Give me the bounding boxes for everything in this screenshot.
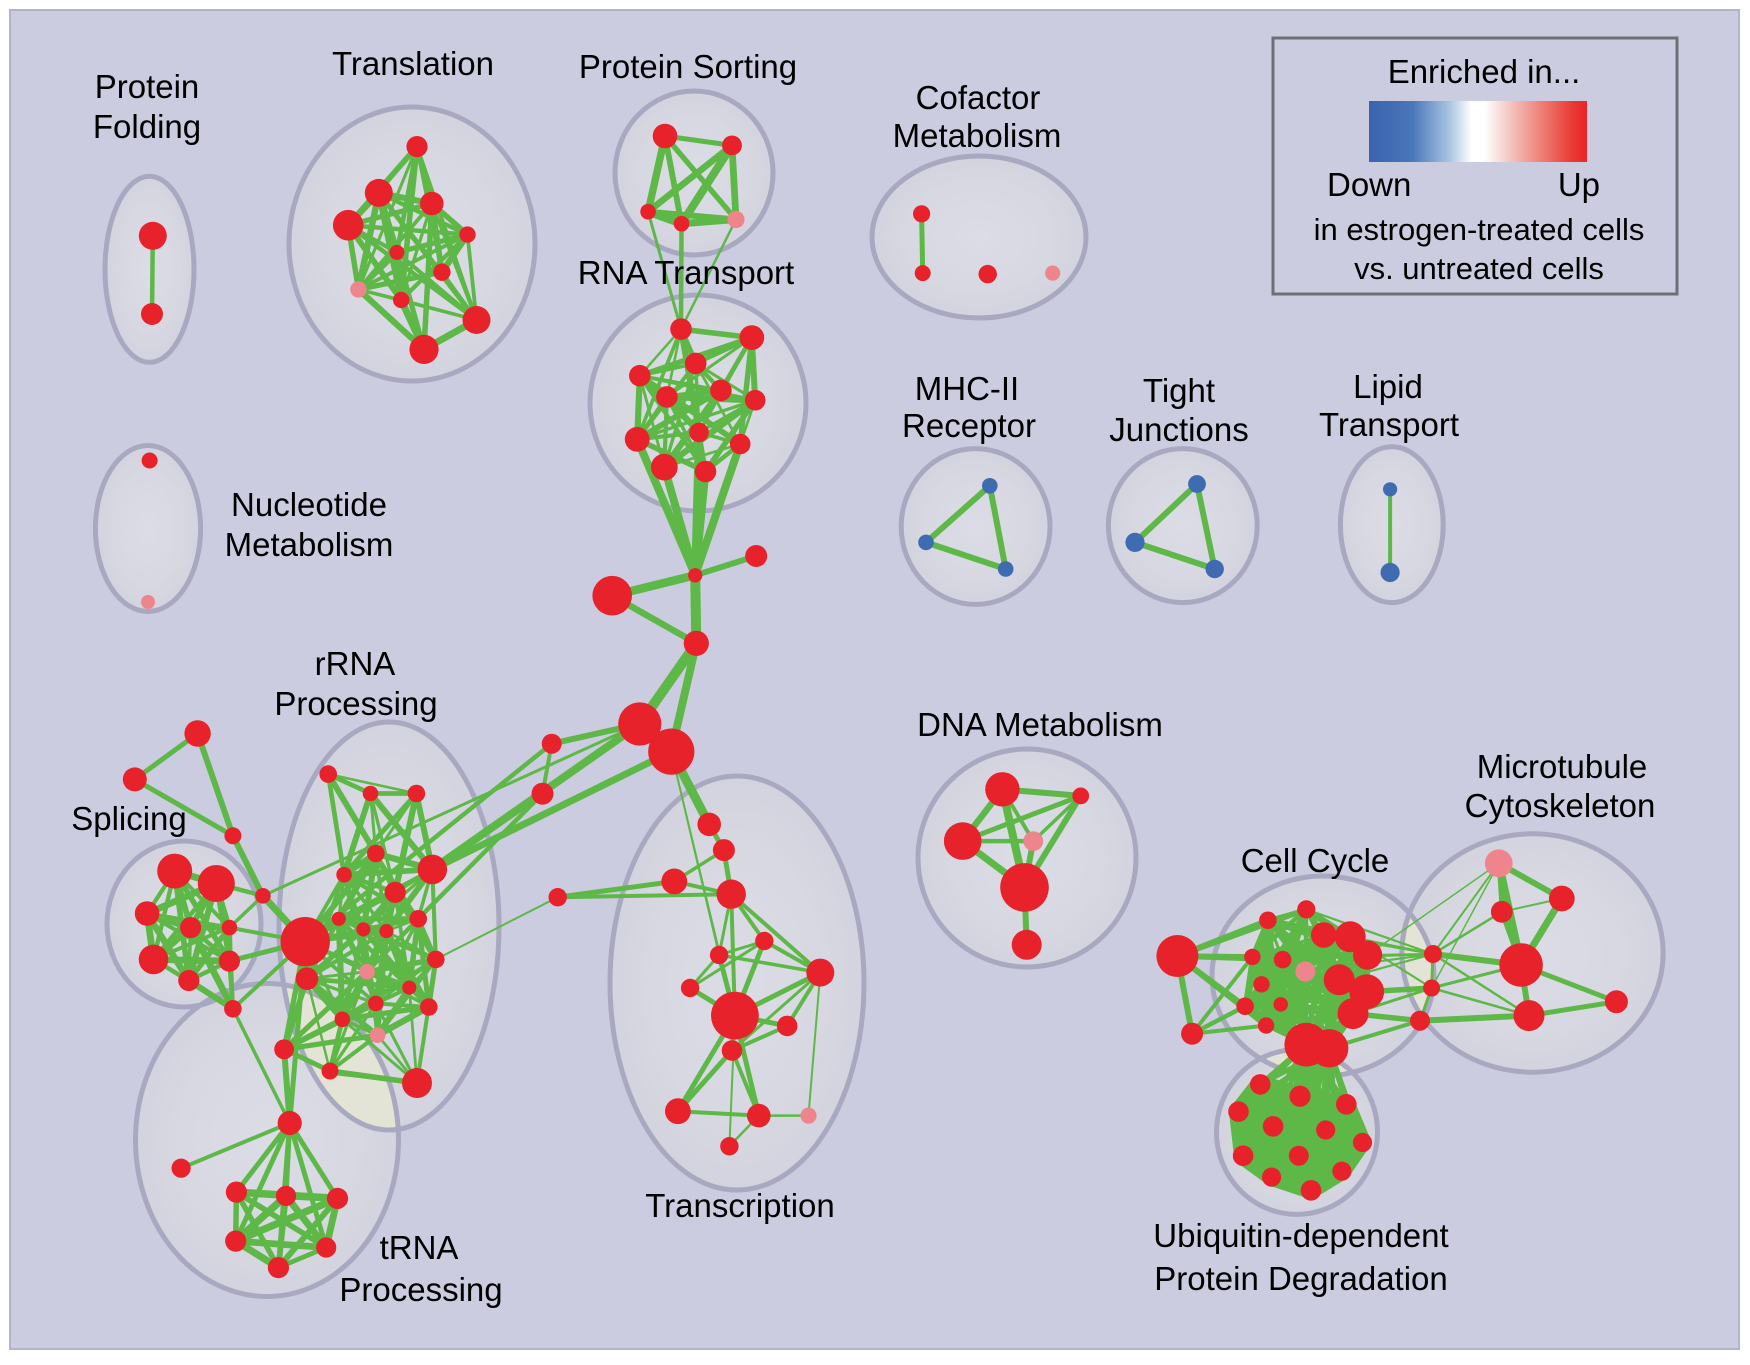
svg-text:Junctions: Junctions [1109, 411, 1248, 448]
svg-text:Translation: Translation [332, 45, 494, 82]
svg-text:Cytoskeleton: Cytoskeleton [1465, 787, 1656, 824]
svg-text:Tight: Tight [1143, 372, 1215, 409]
svg-text:Transcription: Transcription [645, 1187, 835, 1224]
svg-text:vs. untreated cells: vs. untreated cells [1354, 251, 1604, 286]
svg-text:Protein Sorting: Protein Sorting [579, 48, 797, 85]
svg-text:Cofactor: Cofactor [916, 79, 1041, 116]
svg-text:Microtubule: Microtubule [1477, 748, 1648, 785]
svg-text:RNA Transport: RNA Transport [578, 254, 794, 291]
svg-text:MHC-II: MHC-II [915, 370, 1019, 407]
svg-text:Up: Up [1558, 166, 1600, 203]
svg-text:Nucleotide: Nucleotide [231, 486, 387, 523]
svg-text:Metabolism: Metabolism [225, 526, 394, 563]
svg-text:Folding: Folding [93, 108, 201, 145]
svg-text:Metabolism: Metabolism [893, 117, 1062, 154]
svg-text:Lipid: Lipid [1353, 368, 1423, 405]
svg-text:Ubiquitin-dependent: Ubiquitin-dependent [1153, 1217, 1448, 1254]
svg-text:Down: Down [1327, 166, 1411, 203]
svg-text:rRNA: rRNA [315, 645, 396, 682]
svg-text:Protein: Protein [95, 68, 200, 105]
svg-text:Cell Cycle: Cell Cycle [1241, 842, 1390, 879]
svg-text:Enriched in...: Enriched in... [1388, 53, 1581, 90]
svg-text:in estrogen-treated cells: in estrogen-treated cells [1314, 212, 1645, 247]
svg-text:Processing: Processing [339, 1271, 502, 1308]
svg-text:Splicing: Splicing [71, 800, 187, 837]
svg-text:tRNA: tRNA [380, 1229, 459, 1266]
svg-text:DNA Metabolism: DNA Metabolism [917, 706, 1163, 743]
svg-text:Processing: Processing [274, 685, 437, 722]
svg-text:Transport: Transport [1319, 406, 1459, 443]
svg-text:Protein Degradation: Protein Degradation [1154, 1260, 1448, 1297]
svg-text:Receptor: Receptor [902, 407, 1036, 444]
